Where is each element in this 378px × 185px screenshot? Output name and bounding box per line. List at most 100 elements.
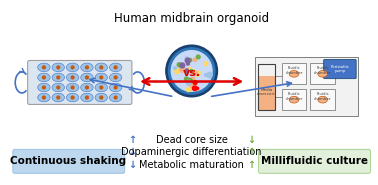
Ellipse shape	[109, 73, 122, 82]
Circle shape	[190, 83, 194, 87]
Circle shape	[180, 63, 185, 68]
Circle shape	[56, 95, 60, 100]
Ellipse shape	[81, 73, 93, 82]
Circle shape	[71, 95, 75, 100]
Circle shape	[188, 58, 192, 62]
Ellipse shape	[289, 96, 299, 103]
Circle shape	[186, 88, 191, 92]
FancyBboxPatch shape	[28, 60, 132, 105]
Circle shape	[42, 75, 46, 80]
Circle shape	[85, 75, 89, 80]
Ellipse shape	[109, 63, 122, 72]
Ellipse shape	[95, 63, 107, 72]
Circle shape	[185, 57, 188, 60]
Circle shape	[99, 75, 104, 80]
Circle shape	[187, 78, 192, 84]
Ellipse shape	[67, 83, 79, 92]
Circle shape	[187, 69, 190, 73]
Circle shape	[85, 85, 89, 90]
Text: Dopaminergic differentiation: Dopaminergic differentiation	[121, 147, 262, 157]
Circle shape	[42, 85, 46, 90]
Circle shape	[168, 47, 215, 95]
Ellipse shape	[38, 83, 50, 92]
Circle shape	[195, 73, 199, 76]
Text: Millifluidic culture: Millifluidic culture	[260, 156, 367, 166]
Ellipse shape	[38, 93, 50, 102]
Text: Continuous shaking: Continuous shaking	[10, 156, 126, 166]
Text: ↑: ↑	[247, 147, 255, 157]
Ellipse shape	[95, 93, 107, 102]
Circle shape	[99, 85, 104, 90]
Circle shape	[174, 67, 177, 69]
Text: Metabolic maturation: Metabolic maturation	[139, 160, 244, 170]
Ellipse shape	[81, 63, 93, 72]
Circle shape	[190, 70, 193, 72]
Ellipse shape	[67, 93, 79, 102]
Circle shape	[184, 77, 188, 81]
Ellipse shape	[95, 73, 107, 82]
Circle shape	[85, 95, 89, 100]
Ellipse shape	[52, 73, 65, 82]
Ellipse shape	[67, 73, 79, 82]
Circle shape	[185, 58, 190, 63]
Circle shape	[99, 95, 104, 100]
Circle shape	[193, 58, 197, 62]
Bar	[258, 64, 275, 110]
Circle shape	[180, 67, 185, 72]
Circle shape	[99, 65, 104, 70]
Ellipse shape	[81, 83, 93, 92]
Text: ↑: ↑	[128, 135, 136, 145]
Ellipse shape	[52, 63, 65, 72]
Circle shape	[113, 75, 118, 80]
Circle shape	[56, 75, 60, 80]
Text: Fluidic
chamber: Fluidic chamber	[314, 92, 332, 101]
Circle shape	[113, 95, 118, 100]
Circle shape	[196, 55, 200, 59]
Text: Fluidic
chamber: Fluidic chamber	[285, 92, 303, 101]
Circle shape	[56, 65, 60, 70]
Text: ↓: ↓	[128, 147, 136, 157]
Circle shape	[188, 67, 191, 71]
Text: ↓: ↓	[247, 135, 255, 145]
Text: Media
reservoir: Media reservoir	[257, 88, 276, 96]
Circle shape	[113, 85, 118, 90]
Circle shape	[85, 65, 89, 70]
Ellipse shape	[81, 93, 93, 102]
Ellipse shape	[67, 63, 79, 72]
Circle shape	[191, 77, 195, 82]
Circle shape	[166, 45, 217, 97]
Circle shape	[194, 71, 198, 75]
Ellipse shape	[52, 83, 65, 92]
Circle shape	[71, 65, 75, 70]
Circle shape	[170, 50, 213, 92]
Circle shape	[71, 85, 75, 90]
Bar	[310, 63, 335, 84]
Circle shape	[113, 65, 118, 70]
Text: Fluidic
chamber: Fluidic chamber	[314, 66, 332, 75]
Circle shape	[186, 80, 191, 85]
Bar	[255, 57, 358, 116]
Ellipse shape	[38, 73, 50, 82]
Ellipse shape	[38, 63, 50, 72]
Circle shape	[186, 62, 189, 65]
Circle shape	[42, 95, 46, 100]
Text: Peristaltic
pump: Peristaltic pump	[330, 65, 350, 73]
Text: vs.: vs.	[183, 68, 201, 78]
Circle shape	[207, 72, 212, 78]
Circle shape	[204, 62, 208, 65]
Ellipse shape	[52, 93, 65, 102]
Bar	[258, 76, 275, 110]
Circle shape	[204, 74, 207, 76]
Ellipse shape	[318, 96, 327, 103]
Text: ↑: ↑	[247, 160, 255, 170]
Circle shape	[185, 69, 189, 72]
Circle shape	[177, 63, 181, 67]
Bar	[310, 89, 335, 110]
Bar	[282, 63, 307, 84]
Circle shape	[196, 71, 200, 75]
Circle shape	[71, 75, 75, 80]
FancyBboxPatch shape	[13, 149, 125, 173]
FancyBboxPatch shape	[259, 149, 370, 173]
FancyBboxPatch shape	[324, 60, 356, 79]
Ellipse shape	[95, 83, 107, 92]
